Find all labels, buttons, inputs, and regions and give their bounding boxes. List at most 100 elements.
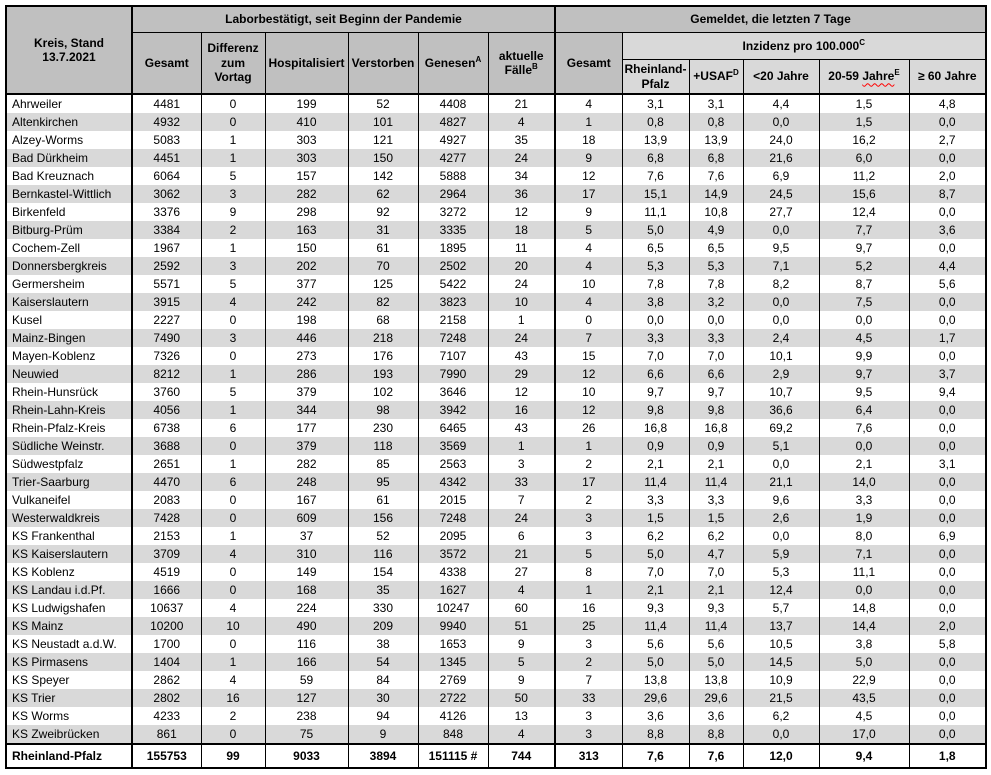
value-cell: 0,0 [908, 401, 987, 419]
value-cell: 1967 [131, 239, 202, 257]
value-cell: 85 [347, 455, 419, 473]
value-cell: 61 [347, 239, 419, 257]
value-cell: 3,8 [621, 293, 690, 311]
value-cell: 6,2 [688, 527, 744, 545]
value-cell: 5,6 [908, 275, 987, 293]
value-cell: 1627 [417, 581, 489, 599]
value-cell: 1 [200, 455, 266, 473]
value-cell: 7,0 [621, 347, 690, 365]
value-cell: 4 [554, 94, 623, 113]
value-cell: 9,7 [818, 239, 910, 257]
value-cell: 8 [554, 563, 623, 581]
table-row: Germersheim 5571 5 377 125 5422 24 10 7,8 7,8 8,2 8… [5, 275, 987, 293]
value-cell: 34 [487, 167, 556, 185]
table-row: KS Trier 2802 16 127 30 2722 50 33 29,6 29,6 21,5 4… [5, 689, 987, 707]
value-cell: 1404 [131, 653, 202, 671]
header-kreis-line2: 13.7.2021 [42, 50, 96, 64]
value-cell: 1 [200, 365, 266, 383]
value-cell: 3688 [131, 437, 202, 455]
value-cell: 33 [487, 473, 556, 491]
value-cell: 24 [487, 509, 556, 527]
header-20-59-jahre: 20-59 JahreE [818, 59, 910, 95]
value-cell: 9,8 [688, 401, 744, 419]
value-cell: 2083 [131, 491, 202, 509]
value-cell: 14,9 [688, 185, 744, 203]
value-cell: 12,0 [742, 743, 820, 768]
value-cell: 6,6 [688, 365, 744, 383]
value-cell: 1 [200, 239, 266, 257]
value-cell: 5888 [417, 167, 489, 185]
value-cell: 116 [264, 635, 349, 653]
value-cell: 4451 [131, 149, 202, 167]
value-cell: 224 [264, 599, 349, 617]
table-row: KS Neustadt a.d.W. 1700 0 116 38 1653 9 3 5,6 5,6… [5, 635, 987, 653]
value-cell: 0 [200, 311, 266, 329]
table-row: Bitburg-Prüm 3384 2 163 31 3335 18 5 5,0 4,9 0,0 7,… [5, 221, 987, 239]
value-cell: 35 [487, 131, 556, 149]
value-cell: 0,0 [818, 581, 910, 599]
value-cell: 16,8 [621, 419, 690, 437]
value-cell: 4827 [417, 113, 489, 131]
value-cell: 14,0 [818, 473, 910, 491]
table-row: Westerwaldkreis 7428 0 609 156 7248 24 3 1,5 1,5 2… [5, 509, 987, 527]
kreis-cell: KS Koblenz [5, 563, 133, 581]
value-cell: 95 [347, 473, 419, 491]
header-kreis-stand: Kreis, Stand 13.7.2021 [5, 5, 133, 95]
header-aktuelle-faelle-label: aktuelle Fälle [498, 48, 544, 77]
value-cell: 3335 [417, 221, 489, 239]
footnote-marker-c: C [859, 37, 865, 47]
value-cell: 5 [200, 167, 266, 185]
value-cell: 3894 [347, 743, 419, 768]
value-cell: 310 [264, 545, 349, 563]
table-row: KS Worms 4233 2 238 94 4126 13 3 3,6 3,6 6,2 4,5 0,0 [5, 707, 987, 725]
value-cell: 3 [554, 509, 623, 527]
value-cell: 4519 [131, 563, 202, 581]
value-cell: 1895 [417, 239, 489, 257]
value-cell: 1 [200, 131, 266, 149]
value-cell: 9,3 [621, 599, 690, 617]
kreis-cell: Rhein-Lahn-Kreis [5, 401, 133, 419]
table-row: KS Zweibrücken 861 0 75 9 848 4 3 8,8 8,8 0,0 17,0 0… [5, 725, 987, 744]
value-cell: 6 [200, 419, 266, 437]
value-cell: 4126 [417, 707, 489, 725]
value-cell: 2 [200, 707, 266, 725]
value-cell: 9 [487, 671, 556, 689]
kreis-cell: Bernkastel-Wittlich [5, 185, 133, 203]
value-cell: 282 [264, 185, 349, 203]
value-cell: 11,4 [621, 617, 690, 635]
kreis-cell: KS Ludwigshafen [5, 599, 133, 617]
value-cell: 0,0 [908, 671, 987, 689]
value-cell: 3572 [417, 545, 489, 563]
value-cell: 199 [264, 94, 349, 113]
table-row: Rhein-Hunsrück 3760 5 379 102 3646 12 10 9,7 9,7 1… [5, 383, 987, 401]
value-cell: 10,5 [742, 635, 820, 653]
header-20-59-word-spellcheck: Jahre [862, 69, 895, 84]
value-cell: 69,2 [742, 419, 820, 437]
value-cell: 2,1 [621, 581, 690, 599]
value-cell: 2,1 [621, 455, 690, 473]
value-cell: 5,1 [742, 437, 820, 455]
value-cell: 9 [554, 203, 623, 221]
value-cell: 38 [347, 635, 419, 653]
value-cell: 2 [554, 491, 623, 509]
value-cell: 1666 [131, 581, 202, 599]
value-cell: 3 [200, 185, 266, 203]
table-header: Kreis, Stand 13.7.2021 Laborbestätigt, s… [5, 5, 987, 95]
table-row: Birkenfeld 3376 9 298 92 3272 12 9 11,1 10,8 27,7 1… [5, 203, 987, 221]
kreis-cell: Ahrweiler [5, 94, 133, 113]
value-cell: 9,7 [621, 383, 690, 401]
value-cell: 7 [487, 491, 556, 509]
value-cell: 4 [487, 725, 556, 744]
value-cell: 60 [487, 599, 556, 617]
value-cell: 0 [200, 563, 266, 581]
value-cell: 16,2 [818, 131, 910, 149]
value-cell: 2769 [417, 671, 489, 689]
kreis-cell: Birkenfeld [5, 203, 133, 221]
value-cell: 59 [264, 671, 349, 689]
kreis-cell: KS Trier [5, 689, 133, 707]
value-cell: 99 [200, 743, 266, 768]
value-cell: 0,0 [742, 293, 820, 311]
value-cell: 7,0 [688, 347, 744, 365]
header-hospitalisiert: Hospitalisiert [264, 32, 349, 95]
value-cell: 10247 [417, 599, 489, 617]
